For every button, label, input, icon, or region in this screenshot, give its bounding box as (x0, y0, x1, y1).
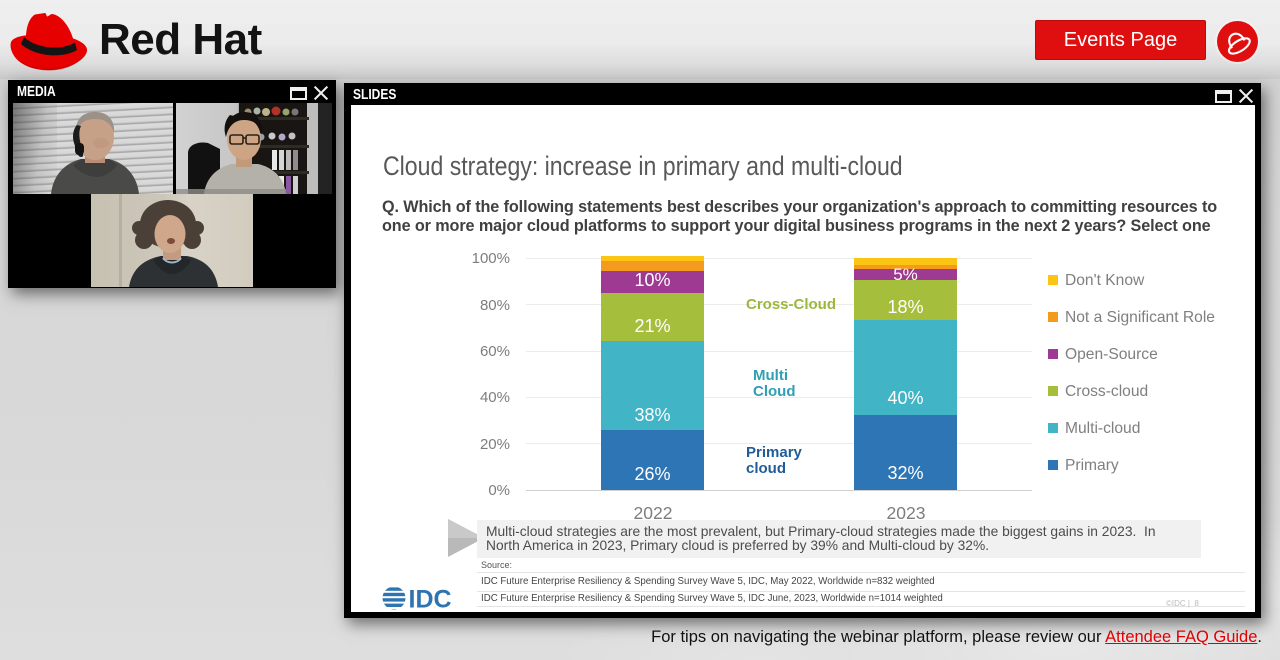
svg-text:IDC: IDC (409, 586, 452, 614)
